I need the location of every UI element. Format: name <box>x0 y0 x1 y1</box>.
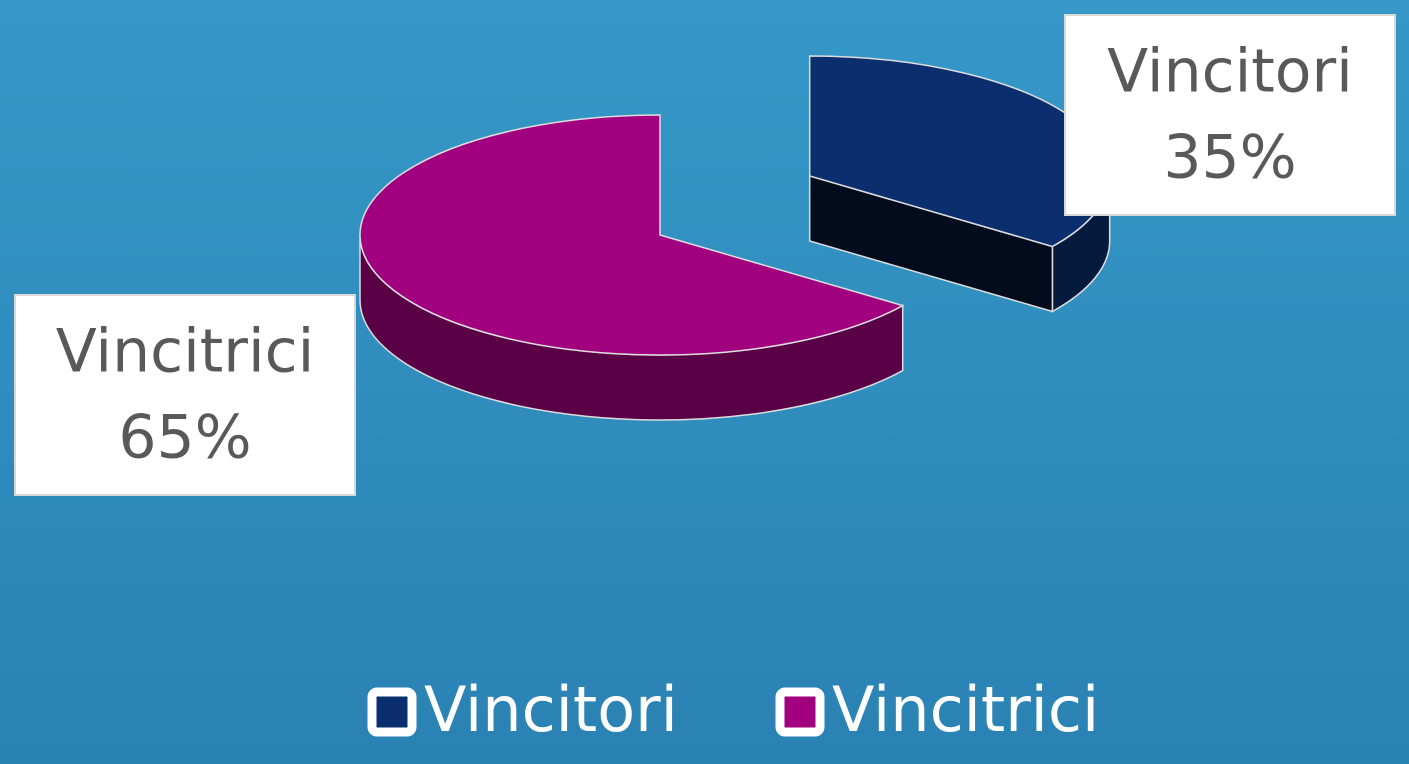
legend-label: Vincitrici <box>832 673 1099 746</box>
label-value: 65% <box>118 403 251 473</box>
label-name: Vincitrici <box>56 317 315 387</box>
label-box <box>1064 14 1396 216</box>
pie-tops <box>359 55 1111 356</box>
data-labels: Vincitori 35% Vincitrici 65% <box>14 14 1396 496</box>
legend: Vincitori Vincitrici <box>367 673 1099 746</box>
label-box <box>14 294 356 496</box>
label-value: 35% <box>1163 123 1296 193</box>
pie-sides <box>359 174 1111 421</box>
legend-swatch <box>775 687 825 737</box>
label-name: Vincitori <box>1107 37 1353 107</box>
slice-top <box>359 114 905 356</box>
legend-label: Vincitori <box>424 673 678 746</box>
legend-swatch <box>367 687 417 737</box>
